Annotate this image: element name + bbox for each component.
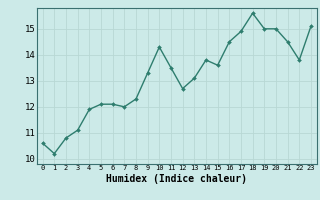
X-axis label: Humidex (Indice chaleur): Humidex (Indice chaleur) — [106, 174, 247, 184]
